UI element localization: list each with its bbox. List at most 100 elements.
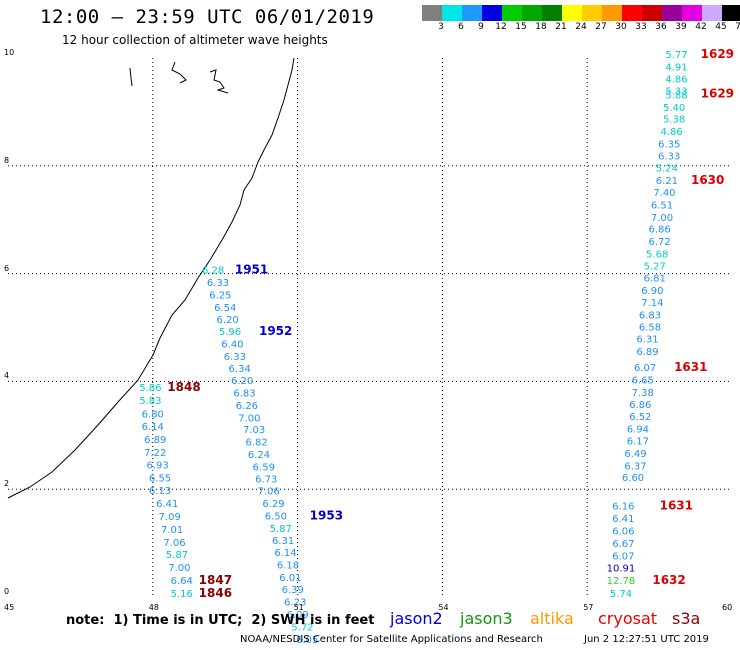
- color-scale-label: 18: [535, 22, 547, 32]
- wave-height-label: 7.00: [168, 563, 190, 574]
- wave-height-label: 6.86: [629, 400, 651, 411]
- wave-height-label: 10.91: [607, 564, 636, 575]
- color-scale-label: 27: [595, 22, 607, 32]
- wave-height-label: 5.74: [610, 589, 632, 600]
- x-tick-label: 45: [4, 603, 15, 612]
- wave-height-label: 6.16: [612, 502, 634, 513]
- wave-height-label: 4.86: [665, 74, 687, 85]
- pass-time-label: 1631: [674, 360, 707, 374]
- wave-height-label: 6.37: [624, 461, 646, 472]
- wave-height-label: 6.23: [284, 598, 306, 609]
- wave-height-label: 5.24: [656, 164, 678, 175]
- color-scale-swatch: [562, 5, 582, 21]
- wave-height-label: 6.14: [274, 548, 296, 559]
- wave-height-label: 6.93: [146, 461, 168, 472]
- color-scale-swatch: [682, 5, 702, 21]
- wave-height-label: 6.52: [629, 412, 651, 423]
- color-scale-swatch: [722, 5, 740, 21]
- x-tick-label: 57: [583, 603, 594, 612]
- wave-height-label: 6.83: [233, 388, 255, 399]
- wave-height-label: 6.33: [658, 151, 680, 162]
- pass-time-label: 1632: [652, 573, 685, 587]
- wave-height-label: 6.13: [149, 486, 171, 497]
- note-text: note: 1) Time is in UTC; 2) SWH is in fe…: [66, 613, 375, 628]
- wave-height-label: 12.78: [607, 576, 636, 587]
- legend-entry-s3a: s3a: [672, 609, 701, 628]
- coastline: [7, 57, 295, 499]
- color-scale-label: 33: [635, 22, 647, 32]
- color-scale-labels: 36912151821242730333639424570(ft): [422, 22, 740, 34]
- wave-height-label: 6.25: [209, 290, 231, 301]
- page-subtitle: 12 hour collection of altimeter wave hei…: [62, 33, 328, 47]
- wave-height-label: 5.86: [139, 383, 161, 394]
- x-tick-label: 48: [148, 603, 159, 612]
- wave-height-label: 7.09: [159, 512, 181, 523]
- wave-height-label: 4.86: [661, 127, 683, 138]
- wave-height-label: 5.40: [663, 103, 685, 114]
- color-scale-swatch: [502, 5, 522, 21]
- wave-height-label: 6.31: [272, 536, 294, 547]
- wave-height-label: 6.35: [658, 139, 680, 150]
- wave-height-label: 7.40: [653, 188, 675, 199]
- wave-height-label: 6.18: [277, 560, 299, 571]
- wave-height-label: 7.01: [161, 525, 183, 536]
- wave-height-label: 6.39: [282, 585, 304, 596]
- color-scale-label: 42: [695, 22, 707, 32]
- wave-height-label: 6.86: [648, 225, 670, 236]
- wave-height-label: 6.26: [236, 401, 258, 412]
- wave-height-label: 6.07: [634, 363, 656, 374]
- wave-height-label: 6.94: [627, 425, 649, 436]
- legend-entry-cryosat: cryosat: [598, 609, 658, 628]
- y-tick-label: 2: [4, 479, 10, 489]
- wave-height-label: 6.29: [262, 499, 284, 510]
- wave-height-label: 6.65: [632, 376, 654, 387]
- wave-height-label: 5.88: [665, 90, 687, 101]
- wave-height-label: 7.22: [144, 448, 166, 459]
- wave-height-label: 7.14: [641, 298, 663, 309]
- color-scale-swatch: [482, 5, 502, 21]
- color-scale-label: 30: [615, 22, 627, 32]
- color-scale-label: 12: [495, 22, 507, 32]
- color-scale-label: 70: [735, 22, 740, 32]
- color-scale-label: 39: [675, 22, 687, 32]
- y-tick-label: 0: [4, 587, 10, 596]
- pass-time-label: 1629: [701, 86, 734, 100]
- wave-height-label: 6.41: [156, 499, 178, 510]
- wave-height-label: 6.82: [245, 438, 267, 449]
- color-scale-label: 24: [575, 22, 587, 32]
- color-scale-swatch: [702, 5, 722, 21]
- pass-time-label: 1846: [199, 586, 232, 600]
- pass-time-label: 1952: [259, 324, 292, 338]
- wave-height-label: 6.72: [648, 237, 670, 248]
- wave-height-label: 5.38: [663, 115, 685, 126]
- wave-height-label: 6.14: [142, 422, 164, 433]
- wave-height-label: 6.06: [612, 526, 634, 537]
- legend-entry-jason2: jason2: [390, 609, 443, 628]
- color-scale-swatch: [622, 5, 642, 21]
- color-scale-label: 3: [438, 22, 444, 32]
- island-coastline: [129, 61, 229, 94]
- wave-height-label: 6.60: [622, 473, 644, 484]
- wave-height-label: 6.55: [149, 474, 171, 485]
- wave-height-label: 6.28: [202, 266, 224, 277]
- x-tick-label: 54: [438, 603, 449, 612]
- color-scale-swatch: [582, 5, 602, 21]
- wave-height-label: 6.49: [624, 449, 646, 460]
- wave-height-label: 5.33: [665, 87, 687, 98]
- footer-timestamp: Jun 2 12:27:51 UTC 2019: [584, 634, 709, 645]
- wave-height-label: 6.05: [296, 635, 318, 646]
- color-scale-swatch: [442, 5, 462, 21]
- wave-height-label: 6.83: [639, 310, 661, 321]
- color-scale-swatch: [602, 5, 622, 21]
- color-scale-label: 15: [515, 22, 527, 32]
- wave-height-label: 6.89: [144, 435, 166, 446]
- pass-time-label: 1953: [310, 508, 343, 522]
- wave-height-label: 6.33: [224, 352, 246, 363]
- wave-height-label: 5.16: [171, 589, 193, 600]
- color-scale-label: 36: [655, 22, 667, 32]
- y-tick-label: 10: [4, 48, 15, 57]
- wave-height-label: 6.40: [221, 339, 243, 350]
- color-scale-swatch: [542, 5, 562, 21]
- wave-height-label: 6.41: [612, 514, 634, 525]
